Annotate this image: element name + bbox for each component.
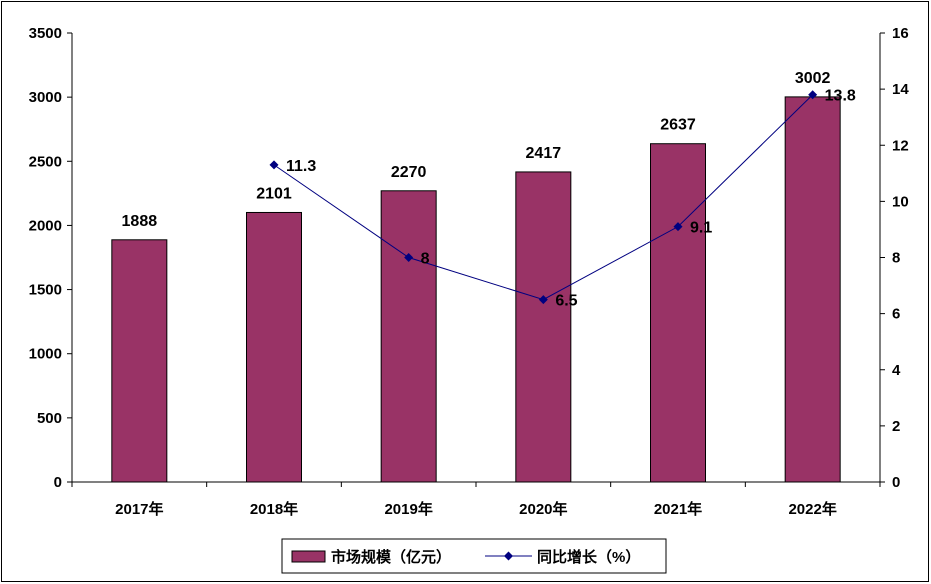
left-tick-label: 1500	[29, 282, 62, 299]
x-tick-label: 2021年	[654, 500, 702, 518]
right-tick-label: 14	[892, 81, 909, 98]
right-tick-label: 12	[892, 137, 909, 154]
growth-value-label: 13.8	[825, 88, 856, 105]
growth-point	[404, 253, 414, 262]
left-tick-label: 2500	[29, 153, 62, 170]
right-tick-label: 16	[892, 25, 909, 42]
left-tick-label: 3500	[29, 25, 62, 42]
bar-value-label: 2270	[391, 164, 427, 181]
x-tick-label: 2017年	[115, 500, 163, 518]
growth-point	[269, 160, 279, 170]
bar	[380, 190, 437, 483]
left-tick-label: 3000	[29, 89, 62, 106]
legend-box	[281, 538, 667, 574]
right-tick-label: 6	[892, 306, 900, 323]
bar-value-label: 2417	[526, 145, 562, 162]
growth-point	[538, 295, 548, 305]
bar	[111, 239, 168, 483]
growth-value-label: 6.5	[555, 293, 577, 310]
x-tick-label: 2020年	[519, 500, 567, 518]
bar-value-label: 2637	[660, 117, 696, 134]
bar-value-label: 1888	[122, 213, 158, 230]
growth-value-label: 11.3	[286, 158, 316, 175]
x-tick-label: 2019年	[384, 500, 432, 518]
bar	[515, 171, 572, 483]
bar	[650, 143, 706, 483]
bar-value-label: 2101	[256, 185, 292, 202]
x-tick-label: 2018年	[250, 500, 298, 518]
bar	[784, 96, 841, 483]
right-tick-label: 8	[892, 250, 900, 267]
growth-value-label: 9.1	[690, 220, 712, 237]
left-tick-label: 500	[37, 410, 62, 427]
growth-value-label: 8	[421, 251, 430, 268]
left-tick-label: 0	[54, 474, 62, 491]
growth-point	[808, 90, 818, 100]
legend-bar-swatch	[291, 550, 326, 563]
legend-line-marker	[504, 551, 513, 561]
right-tick-label: 2	[892, 418, 900, 435]
right-tick-label: 4	[892, 362, 901, 379]
bar	[246, 211, 302, 483]
growth-point	[673, 222, 683, 232]
right-tick-label: 10	[892, 193, 909, 210]
legend-line-label: 同比增长（%）	[537, 548, 640, 566]
x-tick-label: 2022年	[788, 500, 836, 518]
right-tick-label: 0	[892, 474, 900, 491]
bar-value-label: 3002	[795, 70, 831, 87]
legend-bar-label: 市场规模（亿元）	[331, 548, 451, 566]
left-tick-label: 2000	[29, 217, 62, 234]
left-tick-label: 1000	[29, 346, 62, 363]
